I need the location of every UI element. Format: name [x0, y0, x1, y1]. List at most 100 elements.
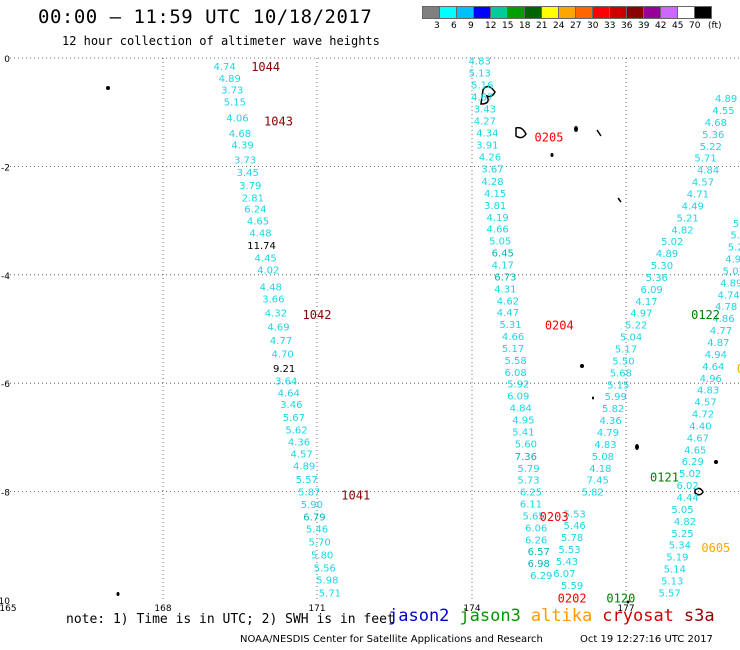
- swh-value: 5.34: [669, 541, 691, 552]
- legend-swatches: [422, 6, 740, 19]
- swh-value: 4.44: [676, 493, 698, 504]
- swh-value: 4.89: [656, 249, 678, 260]
- pass-label: 0203: [540, 510, 569, 524]
- swh-value: 4.89: [293, 462, 315, 473]
- swh-value: 6.11: [520, 500, 542, 511]
- swh-value: 4.74: [718, 290, 740, 301]
- legend-tick-label: 15: [502, 21, 514, 31]
- y-tick-label: -8: [1, 489, 10, 499]
- swh-value: 4.31: [494, 284, 516, 295]
- swh-value: 5.58: [505, 356, 527, 367]
- swh-value: 9.21: [273, 364, 295, 375]
- swh-value: 4.57: [694, 398, 716, 409]
- altimeter-tracks: 4.744.893.735.154.064.684.393.733.453.79…: [213, 57, 740, 600]
- legend-ticks: 3 6 9 12 15 18 21 24 27 30 33 36 39 42 45 70 (ft): [422, 19, 740, 31]
- swh-value: 6.09: [507, 392, 529, 403]
- swh-value: 4.18: [589, 464, 611, 475]
- swh-value: 4.45: [255, 253, 277, 264]
- swh-value: 6.79: [303, 513, 325, 524]
- swh-value: 5.21: [728, 243, 740, 254]
- swh-value: 4.97: [630, 309, 652, 320]
- x-tick-label: 171: [308, 604, 325, 614]
- satellite-jason3: jason3: [459, 606, 521, 626]
- swh-value: 4.39: [231, 141, 253, 152]
- island: [592, 396, 594, 400]
- swh-value: 5.82: [602, 404, 624, 415]
- legend-tick-label: 42: [655, 21, 667, 31]
- swh-value: 4.36: [288, 438, 310, 449]
- swh-value: 5.43: [556, 557, 578, 568]
- swh-value: 6.08: [505, 368, 527, 379]
- swh-value: 4.34: [476, 128, 498, 139]
- swh-value: 3.43: [474, 104, 496, 115]
- swh-value: 5.59: [561, 581, 583, 592]
- swh-value: 4.70: [271, 349, 293, 360]
- swh-value: 4.72: [692, 410, 714, 421]
- swh-value: 6.09: [641, 285, 663, 296]
- swh-value: 5.19: [666, 553, 688, 564]
- island: [515, 126, 527, 139]
- island: [626, 600, 630, 604]
- swh-value: 5.05: [489, 237, 511, 248]
- legend-tick-label: 3: [434, 21, 440, 31]
- map-grid: [10, 57, 740, 600]
- swh-value: 5.15: [224, 97, 246, 108]
- swh-value: 5.16: [471, 81, 493, 92]
- swh-value: 5.53: [564, 509, 586, 520]
- pass-labels: 1044 1043 1042 1041 0205 0204 0203 0202 0122 0121…: [251, 60, 740, 605]
- swh-value: 4.77: [710, 326, 732, 337]
- swh-value: 4.87: [707, 338, 729, 349]
- swh-value: 5.78: [561, 533, 583, 544]
- swh-value: 4.98: [725, 255, 740, 266]
- swh-value: 4.89: [219, 74, 241, 85]
- x-tick-label: 165: [0, 604, 17, 614]
- swh-value: 4.19: [487, 213, 509, 224]
- swh-value: 4.71: [687, 190, 709, 201]
- legend-tick-label: 27: [570, 21, 582, 31]
- swh-value: 6.24: [244, 205, 266, 216]
- y-tick-label: -4: [1, 272, 10, 282]
- swh-value: 4.83: [697, 386, 719, 397]
- swh-value: 5.25: [671, 529, 693, 540]
- swh-value: 4.82: [671, 225, 693, 236]
- swh-value: 5.87: [298, 488, 320, 499]
- legend-tick-label: 21: [536, 21, 548, 31]
- swh-value: 3.64: [275, 376, 297, 387]
- swh-value: 4.28: [481, 177, 503, 188]
- island: [106, 86, 110, 90]
- swh-value: 7.36: [515, 452, 537, 463]
- swh-value: 5.30: [651, 261, 673, 272]
- swh-value: 5.22: [700, 142, 722, 153]
- legend-tick-label: 12: [485, 21, 497, 31]
- swh-value: 5.57: [296, 475, 318, 486]
- swh-value: 5.53: [558, 545, 580, 556]
- swh-value: 5.22: [625, 321, 647, 332]
- swh-value: 5.31: [499, 320, 521, 331]
- swh-value: 2.81: [242, 193, 264, 204]
- swh-value: 4.68: [229, 129, 251, 140]
- swh-value: 3.45: [237, 168, 259, 179]
- swh-value: 5.65: [522, 511, 544, 522]
- swh-value: 5.17: [615, 345, 637, 356]
- y-tick-label: 0: [4, 55, 10, 65]
- swh-value: 5.13: [661, 576, 683, 587]
- swh-value: 5.21: [730, 231, 740, 242]
- swh-value: 5.67: [283, 413, 305, 424]
- swh-value: 5.14: [664, 565, 686, 576]
- satellite-legend: jason2 jason3 altika cryosat s3a: [388, 606, 725, 626]
- x-tick-label: 177: [617, 604, 634, 614]
- swh-value: 4.83: [594, 440, 616, 451]
- swh-value: 6.29: [682, 457, 704, 468]
- swh-value: 5.46: [564, 521, 586, 532]
- swh-value: 4.78: [715, 302, 737, 313]
- swh-value: 5.50: [612, 356, 634, 367]
- pass-label: 0205: [535, 131, 564, 145]
- swh-value: 4.77: [270, 336, 292, 347]
- swh-value: 4.66: [487, 225, 509, 236]
- swh-value: 6.73: [494, 272, 516, 283]
- swh-value: 6.26: [525, 535, 547, 546]
- swh-value: 6.98: [528, 559, 550, 570]
- island: [480, 85, 496, 105]
- island: [550, 153, 554, 157]
- swh-value: 4.66: [502, 332, 524, 343]
